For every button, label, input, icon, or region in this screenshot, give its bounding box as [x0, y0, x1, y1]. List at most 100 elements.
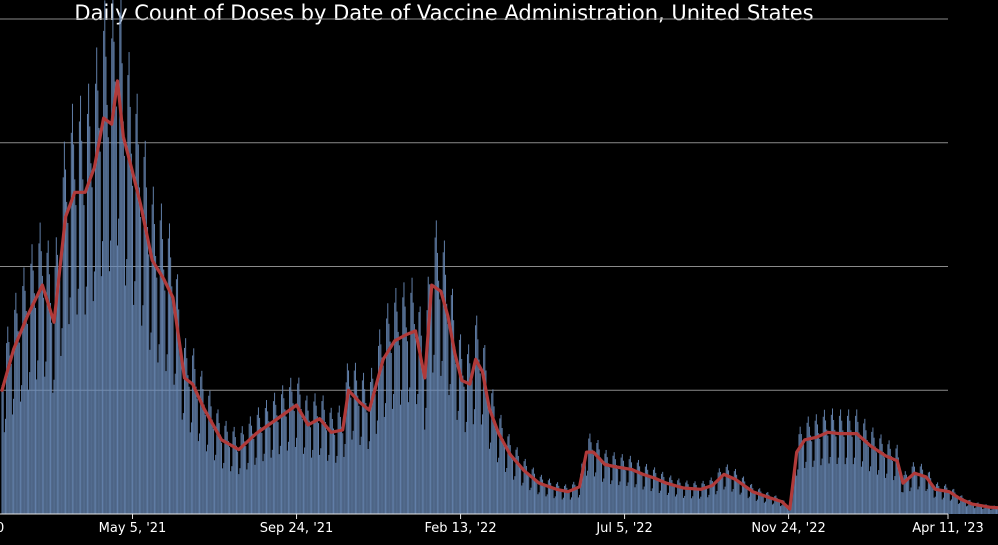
daily-dose-bar [252, 433, 254, 514]
daily-dose-bar [723, 489, 725, 514]
daily-dose-bar [251, 425, 252, 514]
daily-dose-bar [346, 363, 348, 514]
daily-dose-bar [293, 411, 295, 514]
daily-dose-bar [956, 497, 958, 514]
daily-dose-bar [524, 458, 526, 514]
daily-dose-bar [778, 501, 780, 514]
daily-dose-bar [986, 505, 988, 514]
daily-dose-bar [304, 447, 306, 514]
daily-dose-bar [283, 398, 285, 514]
daily-dose-bar [262, 461, 264, 514]
daily-dose-bar [961, 495, 963, 514]
daily-dose-bar [384, 403, 386, 514]
daily-dose-bar [445, 274, 447, 514]
daily-dose-bar [442, 252, 444, 514]
daily-dose-bar [606, 457, 608, 514]
daily-dose-bar [318, 423, 319, 514]
daily-dose-bar [528, 476, 530, 514]
daily-dose-bar [502, 439, 504, 514]
daily-dose-bar [381, 357, 383, 514]
daily-dose-bar [641, 475, 643, 514]
daily-dose-bar [153, 224, 155, 514]
daily-dose-bar [931, 483, 933, 514]
daily-dose-bar [470, 373, 472, 514]
daily-dose-bar [875, 452, 877, 514]
daily-dose-bar [244, 441, 246, 514]
daily-dose-bar [296, 437, 298, 514]
daily-dose-bar [366, 412, 368, 514]
daily-dose-bar [813, 460, 815, 514]
daily-dose-bar [235, 445, 237, 514]
daily-dose-bar [582, 462, 584, 514]
daily-dose-bar [535, 478, 537, 514]
daily-dose-bar [901, 492, 903, 514]
daily-dose-bar [424, 429, 426, 514]
daily-dose-bar [338, 405, 340, 514]
daily-dose-bar [739, 494, 741, 514]
daily-dose-bar [211, 419, 213, 514]
daily-dose-bar [117, 245, 118, 514]
daily-dose-bar [570, 497, 572, 514]
daily-dose-bar [857, 421, 859, 514]
daily-dose-bar [647, 469, 649, 514]
daily-dose-bar [737, 479, 739, 514]
daily-dose-bar [487, 407, 489, 514]
daily-dose-bar [284, 409, 286, 514]
daily-dose-bar [883, 457, 885, 514]
daily-dose-bar [275, 404, 277, 514]
daily-dose-bar [112, 0, 114, 515]
daily-dose-bar [379, 329, 381, 514]
daily-dose-bar [716, 490, 718, 514]
daily-dose-bar [142, 305, 144, 514]
daily-dose-bar [19, 401, 21, 514]
daily-dose-bar [66, 201, 68, 514]
daily-dose-bar [887, 444, 889, 514]
daily-dose-bar [76, 314, 78, 514]
chart-title: Daily Count of Doses by Date of Vaccine … [74, 1, 814, 25]
daily-dose-bar [959, 503, 961, 514]
daily-dose-bar [204, 415, 206, 514]
daily-dose-bar [927, 472, 929, 514]
daily-dose-bar [743, 476, 745, 514]
daily-dose-bar [260, 427, 262, 514]
daily-dose-bar [769, 497, 771, 514]
daily-dose-bars [1, 0, 998, 515]
daily-dose-bar [233, 426, 235, 514]
daily-dose-bar [957, 503, 959, 514]
daily-dose-bar [698, 490, 699, 514]
daily-dose-bar [14, 309, 16, 514]
daily-dose-bar [525, 465, 527, 514]
daily-dose-bar [241, 426, 243, 514]
daily-dose-bar [776, 497, 778, 514]
daily-dose-bar [642, 489, 644, 514]
daily-dose-bar [911, 466, 913, 514]
daily-dose-bar [785, 505, 787, 514]
daily-dose-bar [977, 502, 979, 514]
daily-dose-bar [441, 360, 443, 514]
daily-dose-bar [182, 413, 184, 514]
daily-dose-bar [659, 490, 661, 514]
daily-dose-bar [940, 491, 942, 514]
daily-dose-bar [636, 462, 638, 514]
daily-dose-bar [202, 389, 204, 514]
daily-dose-bar [383, 416, 385, 514]
daily-dose-bar [155, 255, 157, 514]
daily-dose-bar [569, 499, 571, 514]
daily-dose-bar [557, 482, 559, 514]
daily-dose-bar [203, 404, 205, 514]
daily-dose-bar [56, 254, 58, 514]
daily-dose-bar [84, 314, 86, 514]
daily-dose-bar [537, 494, 539, 514]
daily-dose-bar [536, 482, 538, 514]
daily-dose-bar [650, 491, 652, 514]
daily-dose-bar [400, 404, 401, 514]
daily-dose-bar [309, 427, 311, 514]
daily-dose-bar [264, 408, 266, 514]
daily-dose-bar [493, 406, 495, 514]
daily-dose-bar [458, 339, 460, 514]
daily-dose-bar [220, 442, 222, 514]
daily-dose-bar [477, 339, 479, 514]
daily-dose-bar [914, 466, 915, 514]
daily-dose-bar [395, 287, 397, 514]
daily-dose-bar [122, 121, 124, 515]
